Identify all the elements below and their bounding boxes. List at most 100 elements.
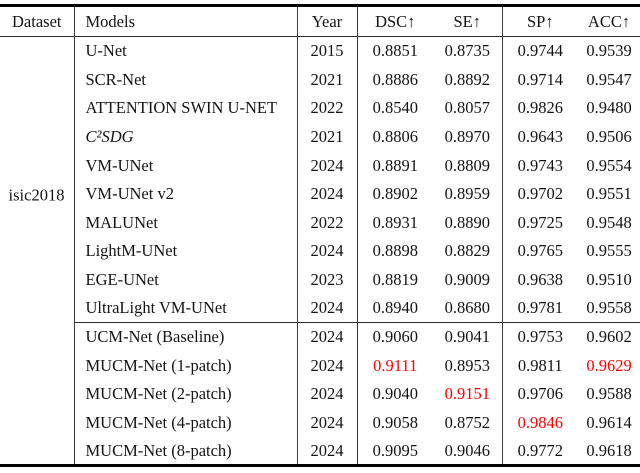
dsc-value-cell: 0.8902 bbox=[372, 184, 418, 204]
sp-value-cell: 0.9811 bbox=[517, 355, 563, 375]
table-row: isic2018 U-Net 2015 0.8851 0.8735 0.9744 0.953… bbox=[0, 36, 640, 466]
se-value-cell: 0.8970 bbox=[433, 122, 503, 151]
se-value-cell: 0.8680 bbox=[433, 293, 503, 323]
sp-value-cell: 0.9743 bbox=[517, 155, 563, 175]
year-cell: 2024 bbox=[297, 150, 358, 180]
acc-value-cell: 0.9588 bbox=[586, 384, 632, 404]
se-value-cell: 0.8057 bbox=[433, 93, 503, 123]
model-name-cell: LightM-UNet bbox=[74, 236, 298, 266]
sp-value-cell: 0.9753 bbox=[502, 321, 578, 352]
dataset-label: isic2018 bbox=[8, 185, 65, 205]
dsc-value-cell: 0.8931 bbox=[372, 212, 418, 232]
se-value-cell: 0.9009 bbox=[433, 265, 503, 294]
dsc-value-cell: 0.8806 bbox=[372, 126, 418, 146]
sp-value-cell: 0.9744 bbox=[517, 41, 563, 61]
year-cell: 2024 bbox=[297, 408, 358, 437]
dataset-cell: isic2018 bbox=[0, 36, 75, 466]
dsc-value-cell: 0.8891 bbox=[372, 155, 418, 175]
table-row: ATTENTION SWIN U-NET 2022 0.8540 0.8057 0.98… bbox=[0, 93, 640, 123]
table-row: MUCM-Net (4-patch) 2024 0.9058 0.8752 0.9846… bbox=[0, 408, 640, 437]
results-table: Dataset Models Year DSC↑ SE↑ SP↑ ACC↑ is… bbox=[0, 4, 640, 467]
acc-value-cell: 0.9510 bbox=[586, 269, 632, 289]
table-row: C²SDG 2021 0.8806 0.8970 0.9643 0.9506 bbox=[0, 122, 640, 151]
se-value-cell: 0.8892 bbox=[433, 65, 503, 94]
acc-value-cell: 0.9629 bbox=[586, 355, 632, 375]
sp-value-cell: 0.9702 bbox=[517, 184, 563, 204]
year-cell: 2022 bbox=[297, 93, 358, 123]
sp-value-cell: 0.9643 bbox=[517, 126, 563, 146]
sp-value-cell: 0.9714 bbox=[517, 69, 563, 89]
year-cell: 2022 bbox=[297, 208, 358, 237]
year-cell: 2024 bbox=[297, 351, 358, 380]
se-value-cell: 0.8959 bbox=[433, 179, 503, 209]
dsc-value-cell: 0.8940 bbox=[372, 298, 418, 318]
model-name-cell: MUCM-Net (4-patch) bbox=[74, 408, 298, 437]
model-name-cell: MUCM-Net (8-patch) bbox=[74, 436, 298, 466]
col-header-sp: SP↑ bbox=[502, 5, 578, 37]
dsc-value-cell: 0.8886 bbox=[372, 69, 418, 89]
sp-value-cell: 0.9846 bbox=[517, 412, 563, 432]
table-row: MUCM-Net (1-patch) 2024 0.9111 0.8953 0.9811… bbox=[0, 351, 640, 380]
model-name-cell: UltraLight VM-UNet bbox=[74, 293, 298, 323]
sp-value-cell: 0.9826 bbox=[517, 98, 563, 118]
year-cell: 2024 bbox=[297, 179, 358, 209]
table-row: MALUNet 2022 0.8931 0.8890 0.9725 0.9548 bbox=[0, 208, 640, 237]
se-value-cell: 0.8752 bbox=[433, 408, 503, 437]
model-name-cell: C²SDG bbox=[74, 122, 298, 151]
acc-value-cell: 0.9551 bbox=[586, 184, 632, 204]
se-value-cell: 0.8735 bbox=[433, 36, 503, 66]
col-header-dsc: DSC↑ bbox=[357, 5, 433, 37]
se-value-cell: 0.8953 bbox=[433, 351, 503, 380]
se-value-cell: 0.9041 bbox=[433, 321, 503, 352]
table-row: SCR-Net 2021 0.8886 0.8892 0.9714 0.9547 bbox=[0, 65, 640, 94]
col-header-models: Models bbox=[74, 5, 298, 37]
year-cell: 2024 bbox=[297, 379, 358, 409]
model-name-cell: ATTENTION SWIN U-NET bbox=[74, 93, 298, 123]
model-name-cell: MUCM-Net (2-patch) bbox=[74, 379, 298, 409]
year-cell: 2015 bbox=[297, 36, 358, 66]
dsc-value-cell: 0.9040 bbox=[372, 384, 418, 404]
dsc-value-cell: 0.9060 bbox=[357, 321, 433, 352]
col-header-se: SE↑ bbox=[433, 5, 503, 37]
se-value-cell: 0.9151 bbox=[433, 379, 503, 409]
table-row: MUCM-Net (8-patch) 2024 0.9095 0.9046 0.9772… bbox=[0, 436, 640, 466]
col-header-acc: ACC↑ bbox=[578, 5, 640, 37]
dsc-value-cell: 0.8851 bbox=[372, 41, 418, 61]
year-cell: 2021 bbox=[297, 65, 358, 94]
acc-value-cell: 0.9555 bbox=[586, 241, 632, 261]
model-name-cell: UCM-Net (Baseline) bbox=[74, 321, 298, 352]
table-row: UltraLight VM-UNet 2024 0.8940 0.8680 0.9781… bbox=[0, 293, 640, 323]
acc-value-cell: 0.9480 bbox=[586, 98, 632, 118]
dsc-value-cell: 0.8898 bbox=[372, 241, 418, 261]
dsc-value-cell: 0.8819 bbox=[372, 269, 418, 289]
dsc-value-cell: 0.8540 bbox=[372, 98, 418, 118]
year-cell: 2024 bbox=[297, 236, 358, 266]
acc-value-cell: 0.9602 bbox=[578, 321, 640, 352]
col-header-dataset: Dataset bbox=[0, 5, 75, 37]
table-row: VM-UNet v2 2024 0.8902 0.8959 0.9702 0.9551 bbox=[0, 179, 640, 209]
model-name-cell: MALUNet bbox=[74, 208, 298, 237]
table-row: VM-UNet 2024 0.8891 0.8809 0.9743 0.9554 bbox=[0, 150, 640, 180]
se-value-cell: 0.8890 bbox=[433, 208, 503, 237]
table-row: LightM-UNet 2024 0.8898 0.8829 0.9765 0.9555 bbox=[0, 236, 640, 266]
dsc-value-cell: 0.9111 bbox=[373, 355, 418, 375]
model-name-cell: VM-UNet v2 bbox=[74, 179, 298, 209]
year-cell: 2021 bbox=[297, 122, 358, 151]
header-row: Dataset Models Year DSC↑ SE↑ SP↑ ACC↑ bbox=[0, 5, 640, 37]
sp-value-cell: 0.9772 bbox=[517, 440, 563, 460]
model-name-cell: VM-UNet bbox=[74, 150, 298, 180]
acc-value-cell: 0.9618 bbox=[586, 440, 632, 460]
year-cell: 2024 bbox=[297, 321, 358, 352]
sp-value-cell: 0.9765 bbox=[517, 241, 563, 261]
model-name-cell: SCR-Net bbox=[74, 65, 298, 94]
acc-value-cell: 0.9539 bbox=[586, 41, 632, 61]
col-header-year: Year bbox=[297, 5, 358, 37]
table-row: UCM-Net (Baseline) 2024 0.9060 0.9041 0.9753… bbox=[0, 321, 640, 352]
acc-value-cell: 0.9506 bbox=[586, 126, 632, 146]
model-name-cell: U-Net bbox=[74, 36, 298, 66]
se-value-cell: 0.9046 bbox=[433, 436, 503, 466]
acc-value-cell: 0.9558 bbox=[586, 298, 632, 318]
sp-value-cell: 0.9706 bbox=[517, 384, 563, 404]
year-cell: 2024 bbox=[297, 436, 358, 466]
